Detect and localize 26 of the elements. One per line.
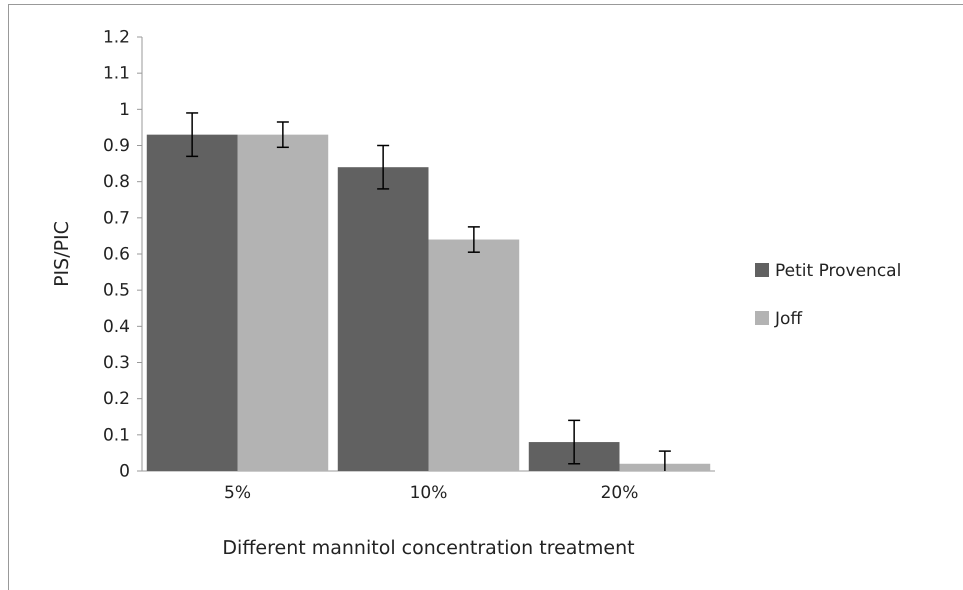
bar <box>238 134 328 471</box>
bar <box>146 134 238 471</box>
y-axis-title: PIS/PIC <box>51 221 73 287</box>
legend-label: Joff <box>774 309 804 329</box>
y-tick-label: 0.8 <box>102 172 130 192</box>
y-tick-label: 1 <box>119 100 130 120</box>
y-tick-label: 0 <box>119 461 130 482</box>
y-tick-label: 0.6 <box>102 244 130 264</box>
y-tick-label: 0.2 <box>102 389 130 410</box>
bar <box>428 240 520 471</box>
y-tick-label: 0.5 <box>102 280 130 301</box>
x-tick-label: 20% <box>600 482 638 503</box>
y-tick-label: 1.2 <box>102 27 130 48</box>
x-axis-title: Different mannitol concentration treatment <box>222 537 635 559</box>
bar <box>338 167 428 471</box>
y-tick-label: 0.7 <box>102 208 130 228</box>
y-tick-label: 0.1 <box>102 425 130 446</box>
y-tick-label: 0.9 <box>102 136 130 156</box>
y-tick-label: 0.4 <box>102 316 130 337</box>
y-tick-label: 0.3 <box>102 352 130 373</box>
legend-label: Petit Provencal <box>775 261 902 281</box>
x-tick-label: 10% <box>410 482 448 503</box>
y-tick-label: 1.1 <box>102 64 130 84</box>
bar <box>620 464 710 471</box>
x-tick-label: 5% <box>224 482 251 503</box>
bar <box>528 442 620 471</box>
